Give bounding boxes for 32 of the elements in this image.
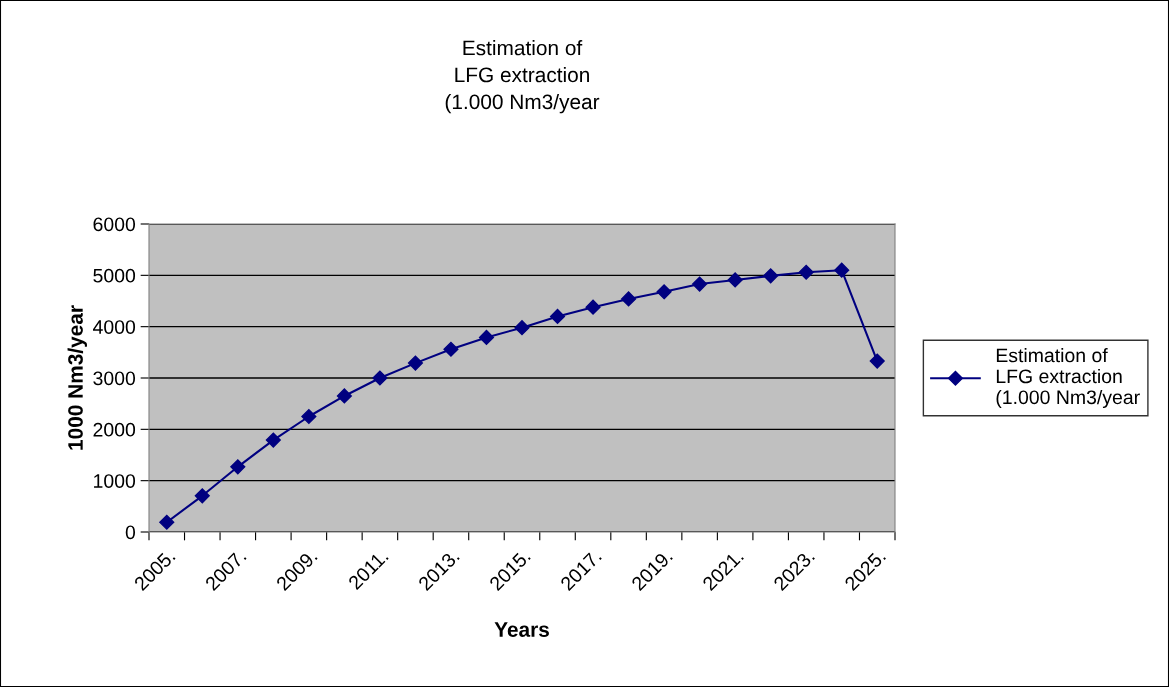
point xyxy=(336,388,352,404)
point xyxy=(549,308,566,324)
point xyxy=(763,268,779,284)
point xyxy=(407,355,423,371)
y-axis-title: 1000 Nm3/year xyxy=(67,305,87,450)
y-tick-label: 0 xyxy=(125,525,136,540)
point xyxy=(265,432,281,448)
chart-title: Estimation of LFG extraction (1.000 Nm3/year xyxy=(445,40,600,114)
point xyxy=(443,341,459,357)
point xyxy=(230,459,246,475)
legend-label: Estimation of LFG extraction (1.000 Nm3/year xyxy=(996,347,1140,409)
point xyxy=(514,320,530,336)
x-axis-title: Years xyxy=(494,622,549,637)
y-tick-label: 1000 xyxy=(94,474,136,488)
point xyxy=(656,284,672,300)
point xyxy=(478,329,495,346)
point xyxy=(834,262,850,278)
point xyxy=(372,370,388,386)
point xyxy=(798,264,814,280)
point xyxy=(692,276,708,292)
point xyxy=(585,299,601,315)
y-tick-label: 3000 xyxy=(93,371,136,386)
point xyxy=(301,408,317,425)
point xyxy=(727,272,743,288)
point xyxy=(869,353,885,369)
y-tick-label: 5000 xyxy=(93,268,136,283)
point xyxy=(194,488,210,504)
y-tick-label: 2000 xyxy=(93,422,136,437)
y-tick-label: 6000 xyxy=(93,217,136,232)
point xyxy=(159,514,175,530)
point xyxy=(621,291,637,307)
y-tick-label: 4000 xyxy=(93,320,136,334)
